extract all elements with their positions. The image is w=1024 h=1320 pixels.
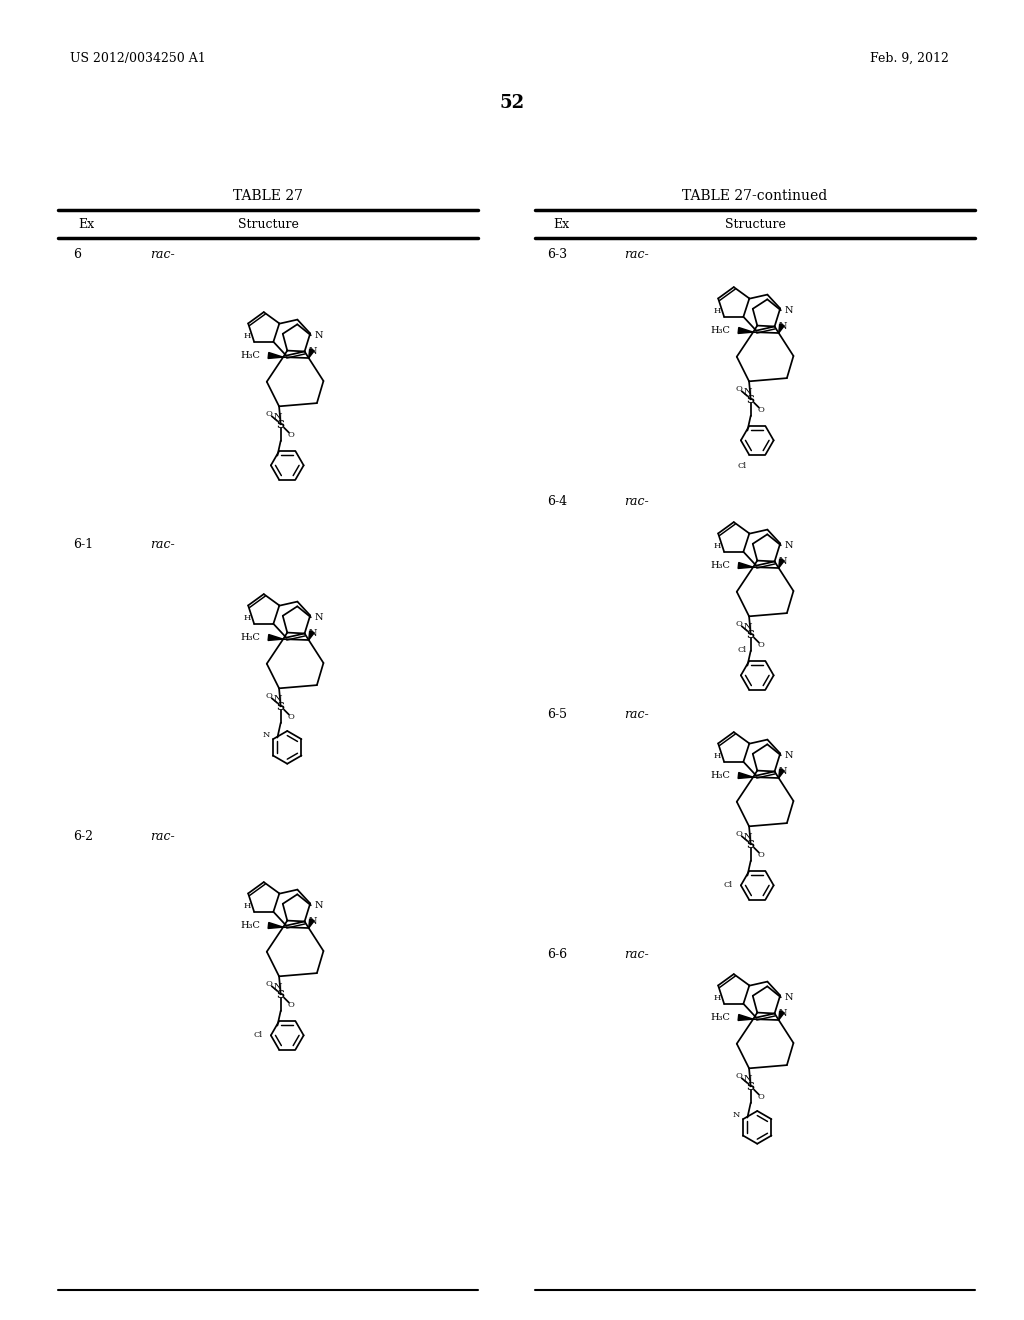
Text: 6-6: 6-6	[547, 948, 567, 961]
Text: N: N	[273, 413, 282, 422]
Polygon shape	[268, 923, 284, 928]
Text: N: N	[273, 983, 282, 991]
Text: H₃C: H₃C	[241, 351, 260, 360]
Text: H₃C: H₃C	[241, 921, 260, 931]
Text: O: O	[758, 1093, 765, 1101]
Text: S: S	[276, 989, 285, 999]
Polygon shape	[778, 1011, 784, 1020]
Text: US 2012/0034250 A1: US 2012/0034250 A1	[70, 51, 206, 65]
Polygon shape	[738, 327, 754, 334]
Text: H₃C: H₃C	[711, 561, 730, 570]
Text: Structure: Structure	[238, 218, 298, 231]
Text: O: O	[736, 1072, 742, 1080]
Text: N: N	[315, 900, 324, 909]
Text: Structure: Structure	[725, 218, 785, 231]
Text: Ex: Ex	[553, 218, 569, 231]
Text: H₃C: H₃C	[711, 326, 730, 335]
Polygon shape	[268, 635, 284, 640]
Text: H: H	[714, 752, 721, 760]
Text: N: N	[262, 731, 269, 739]
Text: H: H	[244, 333, 251, 341]
Text: rac-: rac-	[624, 708, 649, 721]
Text: H: H	[714, 543, 721, 550]
Text: O: O	[736, 384, 742, 393]
Polygon shape	[738, 562, 754, 569]
Text: Cl: Cl	[738, 645, 748, 653]
Text: N: N	[308, 628, 317, 638]
Text: rac-: rac-	[150, 539, 175, 550]
Text: O: O	[288, 713, 295, 721]
Text: O: O	[288, 432, 295, 440]
Text: S: S	[746, 1081, 755, 1092]
Text: S: S	[746, 393, 755, 405]
Text: O: O	[758, 851, 765, 859]
Text: S: S	[746, 840, 755, 850]
Text: N: N	[778, 767, 787, 776]
Polygon shape	[308, 348, 314, 358]
Text: N: N	[315, 612, 324, 622]
Text: 52: 52	[500, 94, 524, 112]
Text: Ex: Ex	[78, 218, 94, 231]
Text: 6-1: 6-1	[73, 539, 93, 550]
Text: 6-5: 6-5	[547, 708, 567, 721]
Polygon shape	[778, 558, 784, 568]
Text: H₃C: H₃C	[241, 634, 260, 642]
Polygon shape	[738, 772, 754, 779]
Text: N: N	[732, 1111, 739, 1119]
Text: N: N	[743, 833, 752, 842]
Text: 6-3: 6-3	[547, 248, 567, 261]
Text: N: N	[785, 751, 794, 760]
Text: rac-: rac-	[150, 248, 175, 261]
Text: N: N	[315, 331, 324, 339]
Text: H: H	[714, 308, 721, 315]
Text: Cl: Cl	[723, 882, 732, 890]
Text: N: N	[778, 322, 787, 331]
Text: H: H	[244, 902, 251, 909]
Text: N: N	[308, 917, 317, 925]
Text: Cl: Cl	[738, 462, 748, 470]
Text: N: N	[743, 623, 752, 632]
Text: N: N	[778, 557, 787, 566]
Text: N: N	[743, 1074, 752, 1084]
Text: 6-4: 6-4	[547, 495, 567, 508]
Text: O: O	[736, 830, 742, 838]
Text: O: O	[736, 619, 742, 628]
Text: O: O	[288, 1001, 295, 1008]
Text: TABLE 27: TABLE 27	[233, 189, 303, 203]
Text: O: O	[266, 409, 272, 417]
Text: N: N	[785, 306, 794, 314]
Text: H₃C: H₃C	[711, 771, 730, 780]
Text: rac-: rac-	[624, 248, 649, 261]
Text: rac-: rac-	[150, 830, 175, 843]
Text: O: O	[758, 642, 765, 649]
Polygon shape	[308, 919, 314, 928]
Text: O: O	[266, 979, 272, 987]
Polygon shape	[778, 323, 784, 333]
Text: N: N	[785, 541, 794, 549]
Text: TABLE 27-continued: TABLE 27-continued	[682, 189, 827, 203]
Text: Cl: Cl	[253, 1031, 262, 1039]
Polygon shape	[778, 768, 784, 777]
Text: O: O	[266, 692, 272, 700]
Text: N: N	[308, 347, 317, 356]
Text: N: N	[778, 1008, 787, 1018]
Text: O: O	[758, 407, 765, 414]
Polygon shape	[308, 631, 314, 640]
Text: S: S	[276, 701, 285, 711]
Text: rac-: rac-	[624, 495, 649, 508]
Polygon shape	[738, 1015, 754, 1020]
Text: H₃C: H₃C	[711, 1012, 730, 1022]
Text: 6: 6	[73, 248, 81, 261]
Text: Feb. 9, 2012: Feb. 9, 2012	[870, 51, 949, 65]
Text: N: N	[273, 694, 282, 704]
Text: S: S	[746, 628, 755, 640]
Polygon shape	[268, 352, 284, 359]
Text: H: H	[244, 614, 251, 622]
Text: N: N	[743, 388, 752, 397]
Text: N: N	[785, 993, 794, 1002]
Text: S: S	[276, 418, 285, 430]
Text: 6-2: 6-2	[73, 830, 93, 843]
Text: H: H	[714, 994, 721, 1002]
Text: rac-: rac-	[624, 948, 649, 961]
